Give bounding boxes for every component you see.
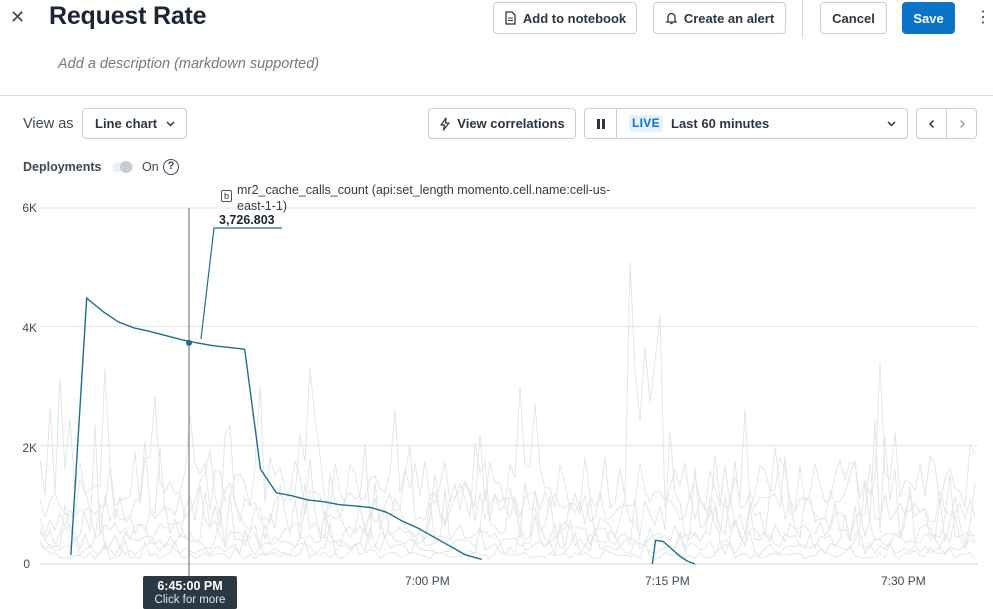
add-to-notebook-button[interactable]: Add to notebook — [493, 2, 637, 34]
save-button[interactable]: Save — [902, 2, 955, 34]
background-series-line — [39, 481, 976, 548]
notebook-icon — [505, 11, 516, 25]
background-series-line — [39, 522, 976, 556]
tooltip-series-name: mr2_cache_calls_count (api:set_length mo… — [237, 183, 611, 213]
chevron-left-icon — [928, 119, 934, 128]
close-icon[interactable]: ✕ — [10, 7, 26, 27]
chevron-down-icon — [887, 121, 896, 127]
x-tick-label: 7:00 PM — [405, 574, 450, 588]
add-to-notebook-label: Add to notebook — [522, 10, 627, 26]
chart-type-value: Line chart — [95, 116, 158, 131]
help-icon[interactable]: ? — [163, 159, 179, 175]
header-separator — [0, 95, 993, 96]
background-series-line — [39, 502, 976, 551]
x-tick-label: 7:15 PM — [645, 574, 690, 588]
pause-icon — [596, 118, 605, 129]
cursor-time: 6:45:00 PM — [157, 579, 223, 593]
time-forward-button[interactable] — [946, 108, 977, 139]
hover-point — [186, 339, 192, 346]
view-correlations-button[interactable]: View correlations — [428, 108, 576, 139]
tooltip-value: 3,726.803 — [219, 213, 275, 227]
lightning-icon — [440, 116, 450, 131]
deployments-toggle-knob[interactable] — [120, 161, 132, 173]
page-title: Request Rate — [49, 2, 207, 30]
deployments-label: Deployments — [23, 160, 102, 174]
view-as-label: View as — [23, 116, 74, 132]
description-input[interactable]: Add a description (markdown supported) — [58, 56, 320, 72]
header-divider — [802, 0, 803, 38]
x-tick-label: 7:30 PM — [881, 574, 926, 588]
more-options-icon[interactable]: ⋮ — [975, 9, 991, 26]
background-series-line — [39, 539, 976, 560]
cursor-time-label[interactable]: 6:45:00 PM Click for more — [143, 576, 237, 609]
chart-type-select[interactable]: Line chart — [82, 108, 187, 139]
background-series-line — [39, 262, 976, 513]
time-range-value: Last 60 minutes — [671, 116, 770, 131]
bell-icon — [665, 12, 678, 25]
pause-button[interactable] — [585, 109, 617, 138]
live-badge: LIVE — [629, 115, 663, 132]
background-series-line — [39, 440, 976, 524]
y-tick-label: 6K — [22, 201, 37, 215]
cursor-hint: Click for more — [154, 594, 226, 606]
create-alert-button[interactable]: Create an alert — [653, 2, 786, 34]
series-line — [70, 296, 482, 560]
y-tick-label: 4K — [22, 321, 37, 335]
series-line — [651, 539, 696, 565]
time-range-picker[interactable]: LIVE Last 60 minutes — [584, 108, 908, 139]
chevron-down-icon — [166, 121, 175, 127]
create-alert-label: Create an alert — [683, 10, 775, 26]
chevron-right-icon — [959, 119, 965, 128]
deployments-toggle-label: On — [142, 160, 159, 174]
view-correlations-label: View correlations — [457, 116, 565, 131]
cancel-button[interactable]: Cancel — [820, 2, 887, 34]
y-tick-label: 0 — [23, 557, 30, 571]
series-tag-badge: b — [221, 190, 232, 202]
y-tick-label: 2K — [22, 441, 37, 455]
tooltip-leader-line — [200, 227, 282, 339]
